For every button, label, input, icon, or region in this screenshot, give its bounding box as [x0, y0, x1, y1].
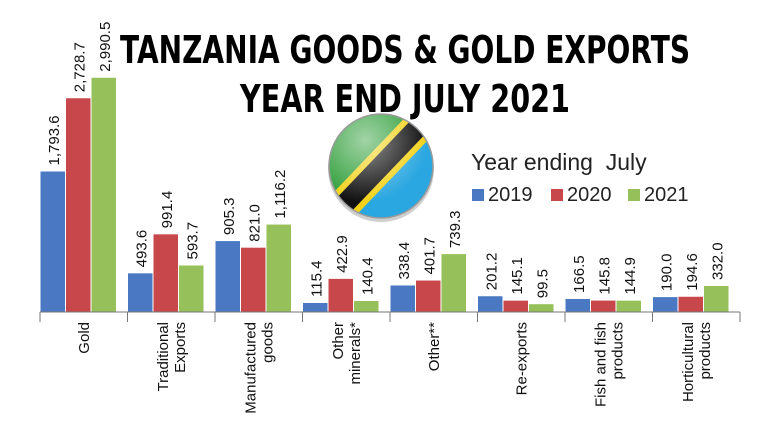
value-label-2019-7: 190.0: [659, 254, 676, 292]
bar-2019-5: [478, 296, 503, 312]
category-label-3: Otherminerals*: [330, 322, 364, 385]
value-label-2019-0: 1,793.6: [46, 115, 63, 165]
value-label-2021-3: 140.4: [360, 257, 377, 295]
legend-swatch-2019: [472, 189, 484, 201]
bar-2019-6: [565, 298, 590, 312]
value-label-2020-3: 422.9: [334, 235, 351, 273]
bar-2020-2: [241, 247, 266, 312]
bar-2020-0: [66, 98, 91, 312]
value-label-2019-1: 493.6: [134, 230, 151, 268]
legend-label-2020: 2020: [567, 184, 612, 206]
bar-2021-2: [266, 224, 291, 312]
bar-2019-4: [390, 285, 415, 312]
value-label-2020-5: 145.1: [509, 257, 526, 295]
value-label-2021-6: 144.9: [622, 257, 639, 295]
value-label-2020-4: 401.7: [422, 237, 439, 275]
value-label-2020-2: 821.0: [247, 204, 264, 242]
legend-label-2019: 2019: [488, 184, 533, 206]
value-label-2020-7: 194.6: [684, 253, 701, 291]
chart-title-line-2: YEAR END JULY 2021: [239, 77, 570, 121]
category-label-1: TraditionalExports: [155, 322, 189, 391]
value-label-2019-5: 201.2: [484, 253, 501, 291]
value-label-2021-4: 739.3: [447, 211, 464, 249]
category-label-0: Gold: [76, 322, 93, 354]
bar-2020-6: [591, 300, 616, 312]
category-label-4: Other**: [426, 322, 443, 371]
bars-layer: [40, 77, 729, 312]
chart-title-line-1: TANZANIA GOODS & GOLD EXPORTS: [120, 28, 690, 72]
legend: 2019 2020 2021: [472, 184, 689, 206]
bar-2019-0: [40, 171, 65, 312]
category-label-7: Horticulturalproducts: [680, 322, 714, 402]
value-label-2021-2: 1,116.2: [272, 170, 289, 219]
value-label-2020-6: 145.8: [597, 257, 614, 295]
value-label-2021-1: 593.7: [185, 222, 202, 260]
value-label-2019-6: 166.5: [571, 255, 588, 293]
bar-2021-7: [704, 285, 729, 312]
bar-2021-3: [354, 301, 379, 312]
bar-2019-2: [215, 241, 240, 312]
bar-2021-0: [91, 77, 116, 312]
value-label-2019-2: 905.3: [221, 198, 238, 236]
bar-2019-1: [128, 273, 153, 312]
category-labels-layer: Gold TraditionalExports Manufacturedgoods O…: [76, 322, 714, 414]
bar-2020-3: [328, 278, 353, 312]
bar-2021-5: [529, 304, 554, 312]
bar-2021-1: [179, 265, 204, 312]
bar-2020-4: [416, 280, 441, 312]
bar-2020-7: [678, 296, 703, 312]
value-label-2020-0: 2,728.7: [72, 42, 89, 92]
bar-2019-7: [653, 297, 678, 312]
value-labels-layer: 1,793.6 2,728.7 2,990.5 493.6 991.4 593.7 905.…: [46, 22, 727, 299]
category-label-2: Manufacturedgoods: [242, 322, 276, 414]
x-axis: [39, 311, 741, 322]
value-label-2019-3: 115.4: [309, 261, 326, 297]
bar-2020-1: [153, 234, 178, 312]
legend-swatch-2021: [628, 189, 640, 201]
category-label-5: Re-exports: [513, 322, 530, 395]
bar-2019-3: [303, 302, 328, 312]
legend-title: Year ending July: [471, 149, 647, 175]
category-label-6: Fish and fishproducts: [592, 322, 626, 407]
value-label-2021-5: 99.5: [535, 269, 552, 298]
bar-2021-6: [616, 300, 641, 312]
value-label-2019-4: 338.4: [396, 242, 413, 280]
legend-swatch-2020: [551, 189, 563, 201]
bar-2021-4: [441, 254, 466, 312]
value-label-2020-1: 991.4: [159, 191, 176, 229]
bar-2020-5: [503, 300, 528, 312]
value-label-2021-0: 2,990.5: [97, 22, 114, 72]
legend-label-2021: 2021: [644, 184, 689, 206]
value-label-2021-7: 332.0: [710, 242, 727, 280]
